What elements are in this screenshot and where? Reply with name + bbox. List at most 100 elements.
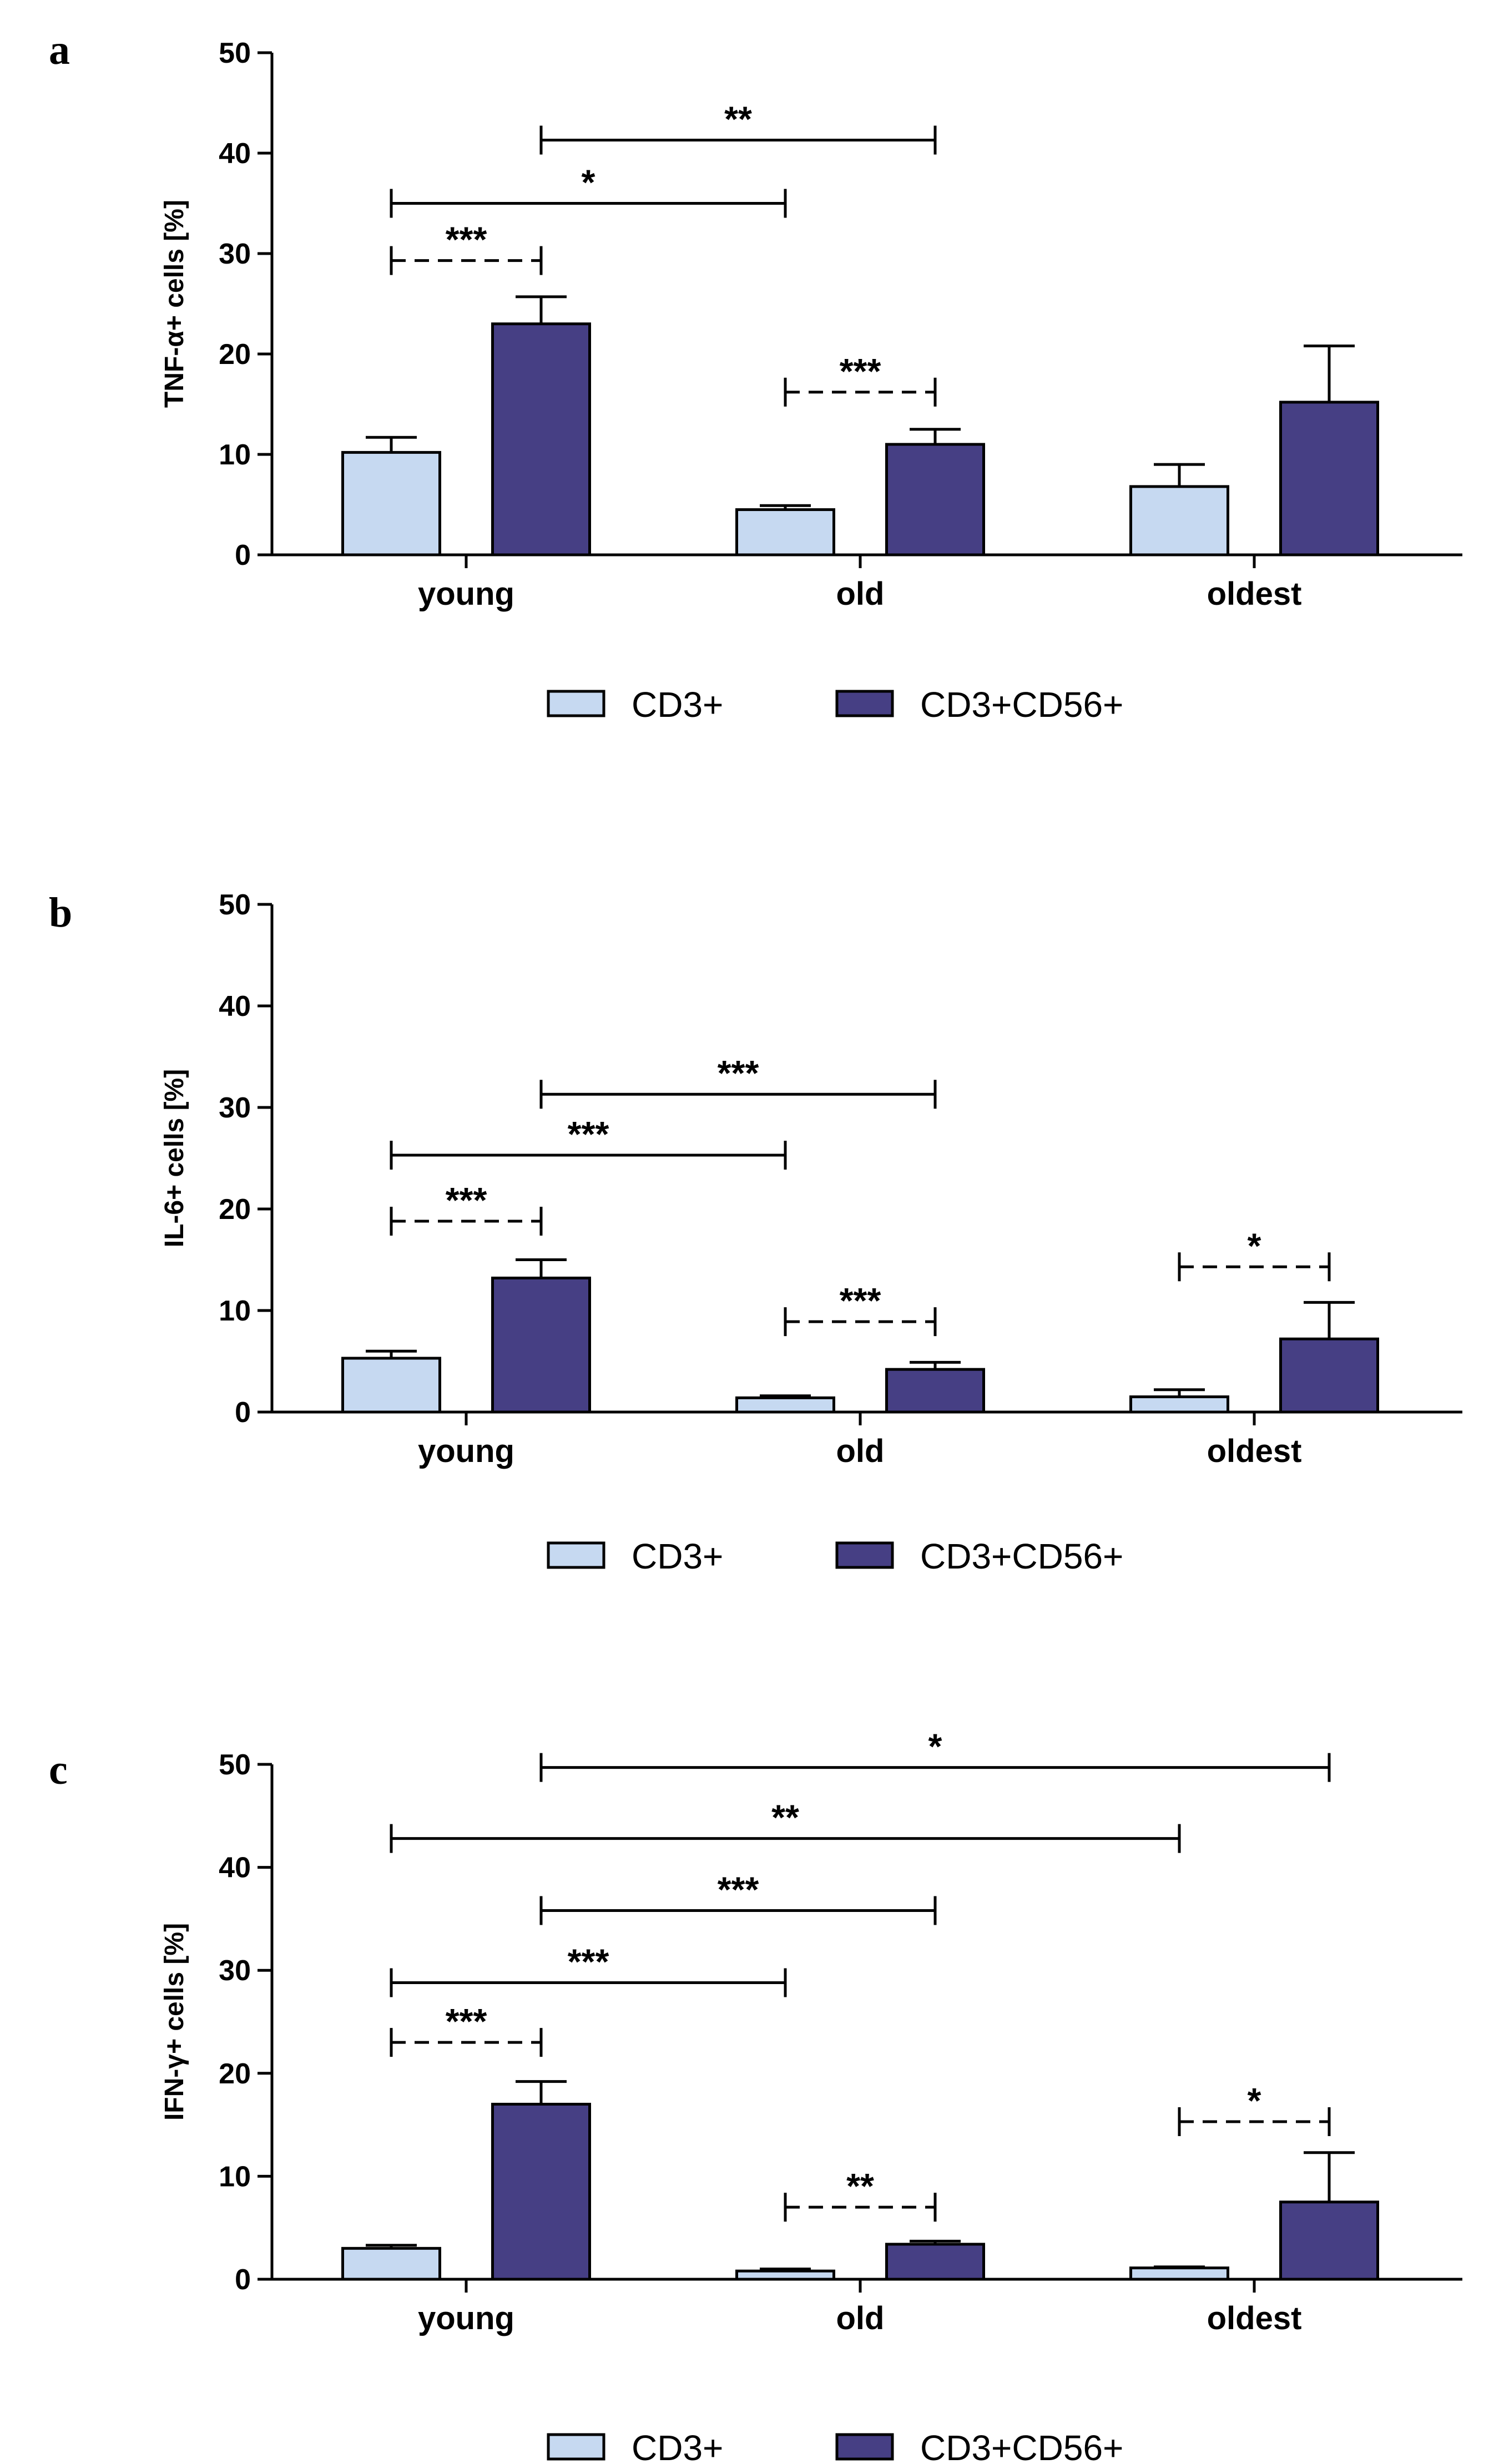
significance-label: ***	[718, 1870, 759, 1910]
y-tick-label: 40	[219, 1852, 251, 1884]
significance-label: ***	[446, 1180, 487, 1220]
significance-bracket: ***	[784, 1281, 937, 1337]
y-tick-label: 40	[219, 990, 251, 1023]
panel-letter: b	[49, 889, 72, 936]
x-tick-label: young	[418, 1433, 514, 1469]
significance-label: **	[771, 1798, 799, 1838]
x-tick-label: young	[418, 2300, 514, 2336]
legend-label: CD3+	[632, 2428, 723, 2464]
y-tick-label: 20	[219, 1193, 251, 1226]
y-tick-label: 20	[219, 338, 251, 371]
legend-label: CD3+CD56+	[920, 685, 1123, 725]
bar-cd3cd56-old	[885, 443, 985, 556]
x-tick-label: young	[418, 576, 514, 612]
legend-swatch-cd3cd56	[835, 2433, 894, 2461]
legend-swatch-cd3cd56	[835, 1541, 894, 1569]
bar-cd3cd56-young	[491, 322, 591, 556]
legend: CD3+ CD3+CD56+	[547, 2428, 1123, 2464]
significance-label: ***	[446, 2001, 487, 2041]
significance-label: *	[1248, 1226, 1261, 1266]
y-tick-label: 10	[219, 439, 251, 471]
x-tick-label: oldest	[1207, 576, 1302, 612]
significance-label: **	[846, 2166, 874, 2206]
panel-letter: a	[49, 27, 70, 73]
y-tick-label: 0	[235, 1397, 251, 1429]
x-tick-label: old	[836, 576, 885, 612]
significance-bracket: ***	[539, 1870, 937, 1925]
significance-bracket: ***	[390, 1941, 787, 1997]
legend-swatch-cd3	[547, 2433, 605, 2461]
significance-bracket: *	[539, 1727, 1331, 1782]
significance-bracket: *	[1178, 1226, 1331, 1282]
significance-label: ***	[840, 351, 881, 391]
y-axis-title: IL-6+ cells [%]	[160, 1069, 189, 1247]
significance-bracket: ***	[390, 1180, 543, 1236]
significance-bracket: **	[390, 1798, 1181, 1853]
x-tick-label: oldest	[1207, 1433, 1302, 1469]
bar-cd3cd56-young	[491, 1276, 591, 1414]
chart-panel-c: c 0 10 20 30 40 50 IFN-γ+ cells [%] young old olde…	[49, 1727, 1462, 2464]
y-axis-title: TNF-α+ cells [%]	[160, 200, 189, 408]
significance-bracket: **	[784, 2166, 937, 2222]
chart-panel-a: a 0 10 20 30 40 50 TNF-α+ cells [%] young old olde…	[49, 27, 1462, 725]
y-axis-title: IFN-γ+ cells [%]	[160, 1923, 189, 2121]
y-tick-label: 50	[219, 37, 251, 69]
bar-cd3-old	[735, 2269, 835, 2281]
x-tick-label: oldest	[1207, 2300, 1302, 2336]
legend-label: CD3+CD56+	[920, 1536, 1123, 1576]
legend: CD3+ CD3+CD56+	[547, 685, 1123, 725]
bar-cd3-old	[735, 1396, 835, 1414]
significance-label: ***	[568, 1941, 609, 1981]
y-tick-label: 30	[219, 1092, 251, 1124]
panel-letter: c	[49, 1747, 68, 1793]
significance-bracket: **	[539, 99, 937, 155]
y-tick-label: 40	[219, 138, 251, 170]
bar-cd3cd56-young	[491, 2102, 591, 2281]
bar-cd3cd56-oldest	[1279, 1337, 1379, 1414]
legend-swatch-cd3cd56	[835, 690, 894, 717]
significance-bracket: ***	[390, 220, 543, 275]
y-tick-label: 20	[219, 2058, 251, 2090]
y-tick-label: 10	[219, 2161, 251, 2193]
y-tick-label: 30	[219, 238, 251, 270]
bar-cd3-oldest	[1129, 2266, 1229, 2281]
bar-cd3-young	[341, 451, 441, 556]
bar-cd3cd56-old	[885, 1368, 985, 1414]
bar-cd3cd56-oldest	[1279, 2200, 1379, 2281]
significance-label: ***	[840, 1281, 881, 1320]
significance-bracket: ***	[784, 351, 937, 407]
significance-bracket: ***	[539, 1053, 937, 1109]
significance-label: ***	[718, 1053, 759, 1093]
bar-cd3cd56-old	[885, 2243, 985, 2281]
x-tick-label: old	[836, 2300, 885, 2336]
y-tick-label: 0	[235, 539, 251, 571]
bar-cd3-oldest	[1129, 1395, 1229, 1414]
significance-bracket: ***	[390, 2001, 543, 2057]
legend: CD3+ CD3+CD56+	[547, 1536, 1123, 1576]
y-tick-label: 50	[219, 889, 251, 921]
legend-swatch-cd3	[547, 690, 605, 717]
significance-bracket: *	[390, 163, 787, 218]
x-tick-label: old	[836, 1433, 885, 1469]
bar-cd3cd56-oldest	[1279, 401, 1379, 556]
significance-label: **	[724, 99, 752, 139]
legend-label: CD3+	[632, 685, 723, 725]
y-tick-label: 50	[219, 1749, 251, 1781]
significance-label: *	[928, 1727, 942, 1767]
bar-cd3-young	[341, 2247, 441, 2281]
legend-label: CD3+	[632, 1536, 723, 1576]
legend-label: CD3+CD56+	[920, 2428, 1123, 2464]
significance-bracket: ***	[390, 1114, 787, 1170]
significance-label: *	[582, 163, 595, 203]
bar-cd3-oldest	[1129, 485, 1229, 556]
y-tick-label: 10	[219, 1295, 251, 1327]
significance-label: ***	[568, 1114, 609, 1154]
y-tick-label: 0	[235, 2264, 251, 2296]
significance-label: *	[1248, 2081, 1261, 2121]
legend-swatch-cd3	[547, 1541, 605, 1569]
significance-bracket: *	[1178, 2081, 1331, 2137]
y-tick-label: 30	[219, 1955, 251, 1987]
bar-cd3-young	[341, 1357, 441, 1414]
chart-panel-b: b 0 10 20 30 40 50 IL-6+ cells [%] young old oldes…	[49, 889, 1462, 1576]
